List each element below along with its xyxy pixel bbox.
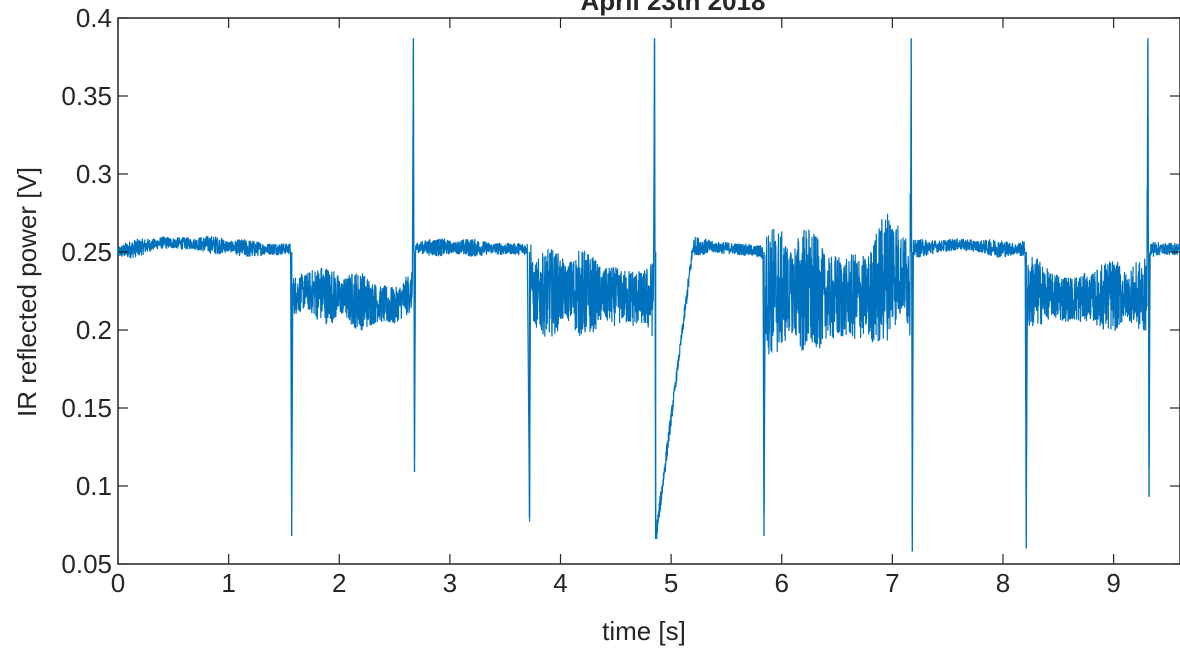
x-tick-label: 5: [664, 568, 678, 598]
x-tick-label: 8: [996, 568, 1010, 598]
y-tick-label: 0.05: [61, 549, 112, 579]
x-tick-label: 2: [332, 568, 346, 598]
plot-area: [117, 17, 1180, 565]
y-tick-label: 0.1: [76, 471, 112, 501]
y-tick-label: 0.2: [76, 315, 112, 345]
x-tick-label: 7: [885, 568, 899, 598]
y-tick-label: 0.35: [61, 81, 112, 111]
y-tick-label: 0.4: [76, 3, 112, 33]
x-axis-label: time [s]: [602, 616, 686, 646]
x-tick-label: 1: [221, 568, 235, 598]
x-tick-label: 9: [1106, 568, 1120, 598]
y-tick-label: 0.25: [61, 237, 112, 267]
y-axis-label: IR reflected power [V]: [12, 167, 42, 417]
x-tick-label: 0: [111, 568, 125, 598]
y-tick-label: 0.15: [61, 393, 112, 423]
x-axis: 0 1 2 3 4 5 6 7 8 9: [111, 18, 1121, 598]
signal-line: [117, 41, 1180, 540]
chart-title: April 23th 2018: [581, 0, 766, 16]
x-tick-label: 4: [553, 568, 567, 598]
y-axis: 0.05 0.1 0.15 0.2 0.25 0.3 0.35 0.4: [61, 3, 1180, 579]
x-tick-label: 3: [443, 568, 457, 598]
x-tick-label: 6: [775, 568, 789, 598]
y-tick-label: 0.3: [76, 159, 112, 189]
